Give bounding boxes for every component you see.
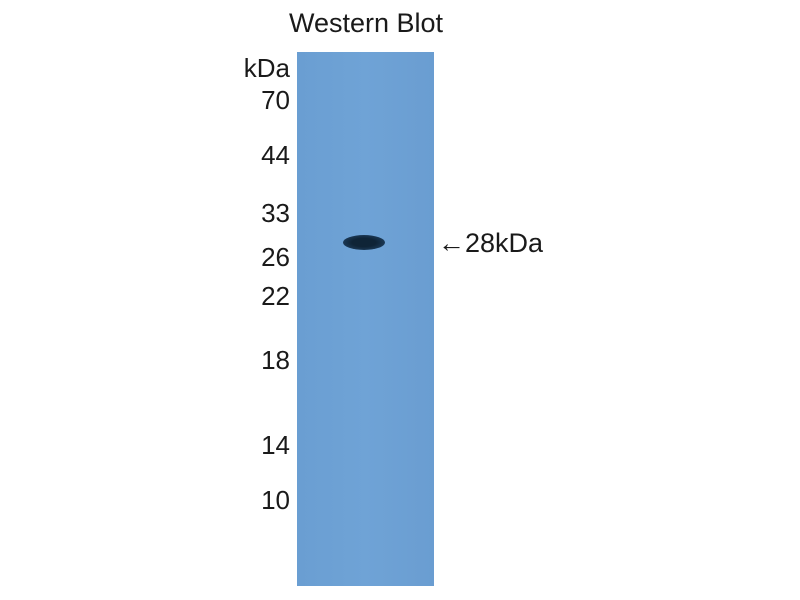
marker-14: 14 [261,430,290,460]
figure-title: Western Blot [288,8,444,38]
band-size-label: 28kDa [465,228,544,258]
marker-22: 22 [261,281,290,311]
marker-44: 44 [261,140,290,170]
marker-26: 26 [261,242,290,272]
protein-band [343,235,385,250]
band-annotation: ←28kDa [438,229,543,257]
left-arrow-icon: ← [438,228,465,258]
marker-18: 18 [261,345,290,375]
marker-unit-label: kDa [243,53,290,83]
blot-membrane [297,52,434,586]
marker-10: 10 [261,485,290,515]
marker-33: 33 [261,198,290,228]
marker-70: 70 [261,85,290,115]
